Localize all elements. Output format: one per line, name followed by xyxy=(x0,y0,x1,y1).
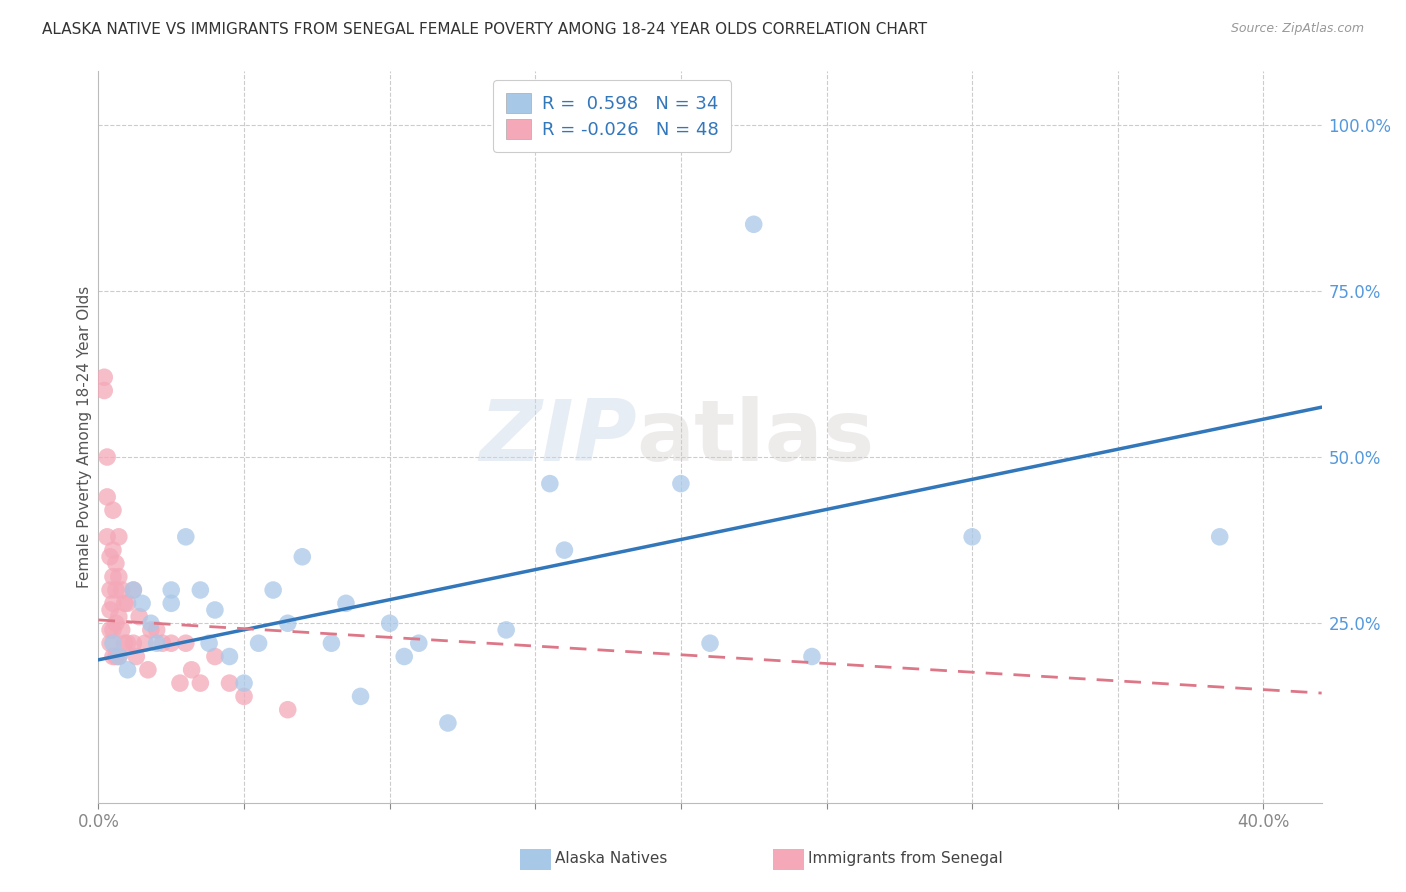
Point xyxy=(134,636,156,650)
Point xyxy=(101,649,124,664)
Point xyxy=(108,530,131,544)
Point xyxy=(247,636,270,650)
Point xyxy=(188,582,212,597)
Point xyxy=(160,582,183,597)
Text: ALASKA NATIVE VS IMMIGRANTS FROM SENEGAL FEMALE POVERTY AMONG 18-24 YEAR OLDS CO: ALASKA NATIVE VS IMMIGRANTS FROM SENEGAL… xyxy=(42,22,928,37)
Point xyxy=(204,649,226,664)
Point xyxy=(108,649,131,664)
Point xyxy=(104,582,127,597)
Point xyxy=(98,549,121,564)
Point xyxy=(128,609,150,624)
Point xyxy=(98,582,121,597)
Point xyxy=(392,649,416,664)
Point xyxy=(114,596,136,610)
Point xyxy=(233,690,256,704)
Point xyxy=(96,450,118,464)
Point xyxy=(101,570,124,584)
Point xyxy=(93,370,115,384)
Point xyxy=(104,649,127,664)
Point xyxy=(101,623,124,637)
Point xyxy=(321,636,343,650)
Point xyxy=(152,636,174,650)
Point xyxy=(98,603,121,617)
Point xyxy=(145,623,167,637)
Text: Immigrants from Senegal: Immigrants from Senegal xyxy=(808,852,1004,866)
Point xyxy=(174,636,197,650)
Point xyxy=(114,636,136,650)
Point xyxy=(538,476,561,491)
Point xyxy=(125,649,148,664)
Point xyxy=(101,636,124,650)
Point xyxy=(669,476,692,491)
Text: Source: ZipAtlas.com: Source: ZipAtlas.com xyxy=(1230,22,1364,36)
Point xyxy=(136,663,159,677)
Point xyxy=(117,663,139,677)
Point xyxy=(349,690,371,704)
Point xyxy=(101,503,124,517)
Point xyxy=(122,582,145,597)
Text: Alaska Natives: Alaska Natives xyxy=(555,852,668,866)
Point xyxy=(277,616,299,631)
Y-axis label: Female Poverty Among 18-24 Year Olds: Female Poverty Among 18-24 Year Olds xyxy=(77,286,91,588)
Point xyxy=(742,217,765,231)
Point xyxy=(437,716,460,731)
Point xyxy=(198,636,221,650)
Point xyxy=(204,603,226,617)
Point xyxy=(131,596,153,610)
Text: ZIP: ZIP xyxy=(479,395,637,479)
Point xyxy=(101,543,124,558)
Legend: R =  0.598   N = 34, R = -0.026   N = 48: R = 0.598 N = 34, R = -0.026 N = 48 xyxy=(494,80,731,152)
Point xyxy=(378,616,401,631)
Point xyxy=(495,623,517,637)
Point xyxy=(233,676,256,690)
Point xyxy=(174,530,197,544)
Point xyxy=(108,649,131,664)
Point xyxy=(111,582,134,597)
Point xyxy=(218,676,240,690)
Point xyxy=(145,636,167,650)
Point xyxy=(139,616,162,631)
Point xyxy=(1208,530,1232,544)
Point xyxy=(188,676,212,690)
Point xyxy=(160,636,183,650)
Point xyxy=(104,557,127,571)
Point xyxy=(277,703,299,717)
Point xyxy=(104,616,127,631)
Point xyxy=(180,663,202,677)
Point xyxy=(101,596,124,610)
Point xyxy=(111,623,134,637)
Point xyxy=(335,596,357,610)
Point xyxy=(117,596,139,610)
Point xyxy=(699,636,721,650)
Point xyxy=(98,636,121,650)
Point xyxy=(160,596,183,610)
Point xyxy=(96,490,118,504)
Point xyxy=(262,582,284,597)
Point xyxy=(98,623,121,637)
Point xyxy=(553,543,575,558)
Point xyxy=(122,636,145,650)
Text: atlas: atlas xyxy=(637,395,875,479)
Point xyxy=(139,623,162,637)
Point xyxy=(93,384,115,398)
Point xyxy=(408,636,430,650)
Point xyxy=(291,549,314,564)
Point xyxy=(801,649,824,664)
Point xyxy=(108,609,131,624)
Point xyxy=(122,582,145,597)
Point xyxy=(218,649,240,664)
Point xyxy=(96,530,118,544)
Point xyxy=(108,570,131,584)
Point xyxy=(117,636,139,650)
Point xyxy=(960,530,983,544)
Point xyxy=(169,676,191,690)
